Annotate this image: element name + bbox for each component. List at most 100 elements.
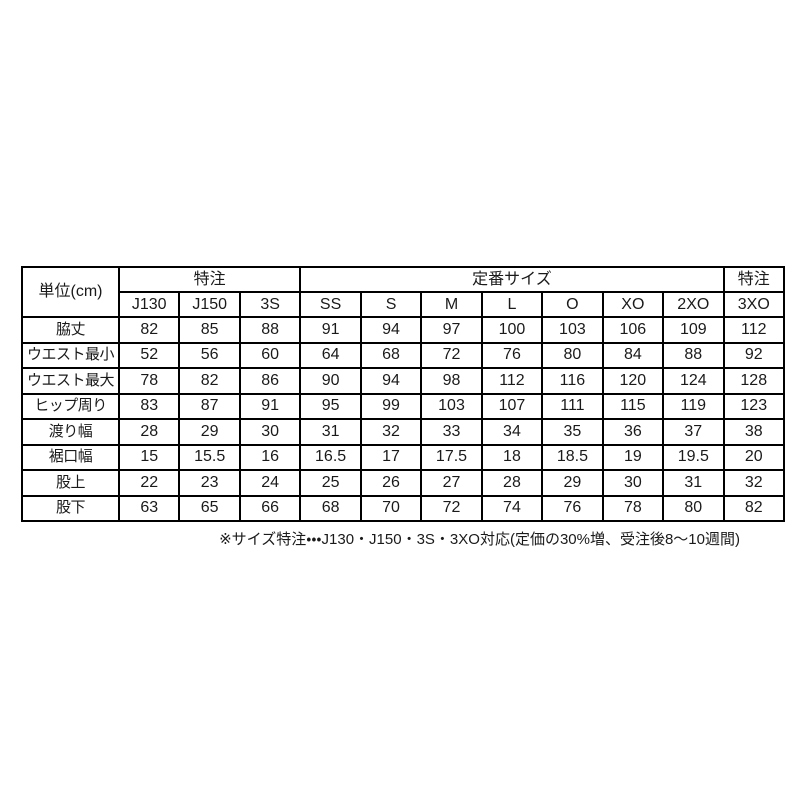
value-cell: 34 [480,418,544,446]
row-label: ヒップ周り [21,392,120,420]
value-cell: 18 [480,443,544,471]
measurement-table-body: 脇丈 82 85 88 91 94 97 100 103 106 109 112 ウエスト最小 52 56 6… [21,316,786,522]
value-cell: 76 [480,341,544,369]
value-cell: 19 [601,443,665,471]
value-cell: 16 [238,443,302,471]
size-header-cell: XO [601,291,665,318]
value-cell: 17.5 [420,443,483,471]
row-label: 裾口幅 [21,443,120,471]
value-cell: 78 [117,367,181,395]
value-cell: 106 [601,316,665,344]
value-cell: 116 [541,367,604,395]
value-cell: 72 [420,494,483,522]
value-cell: 36 [601,418,665,446]
value-cell: 112 [480,367,544,395]
table-row: ウエスト最大 78 82 86 90 94 98 112 116 120 124 128 [21,367,786,395]
value-cell: 70 [359,494,423,522]
value-cell: 78 [601,494,665,522]
value-cell: 95 [299,392,362,420]
table-row: 股上 22 23 24 25 26 27 28 29 30 31 32 [21,469,786,497]
value-cell: 91 [299,316,362,344]
table-row: 脇丈 82 85 88 91 94 97 100 103 106 109 112 [21,316,786,344]
value-cell: 66 [238,494,302,522]
value-cell: 86 [238,367,302,395]
value-cell: 18.5 [541,443,604,471]
value-cell: 84 [601,341,665,369]
value-cell: 65 [178,494,241,522]
value-cell: 32 [722,469,786,497]
size-header-cell: S [359,291,423,318]
value-cell: 109 [662,316,725,344]
value-cell: 33 [420,418,483,446]
row-label: 渡り幅 [21,418,120,446]
value-cell: 80 [541,341,604,369]
value-cell: 52 [117,341,181,369]
value-cell: 90 [299,367,362,395]
group-header-row: 単位(cm) 特注 定番サイズ 特注 [21,266,786,318]
group-header-custom-left: 特注 [117,266,302,293]
value-cell: 25 [299,469,362,497]
value-cell: 28 [480,469,544,497]
table-row: ヒップ周り 83 87 91 95 99 103 107 111 115 119 123 [21,392,786,420]
value-cell: 124 [662,367,725,395]
value-cell: 80 [662,494,725,522]
value-cell: 29 [178,418,241,446]
size-header-cell: J130 [117,291,181,318]
value-cell: 35 [541,418,604,446]
row-label: ウエスト最大 [21,367,120,395]
size-header-cell: 3S [238,291,302,318]
value-cell: 37 [662,418,725,446]
value-cell: 31 [299,418,362,446]
value-cell: 20 [722,443,786,471]
value-cell: 83 [117,392,181,420]
value-cell: 31 [662,469,725,497]
size-header-cell: O [541,291,604,318]
size-header-cell: SS [299,291,362,318]
custom-size-footnote: ※サイズ特注・・・J130・J150・3S・3XO対応(定価の30%増、受注後8… [219,531,740,548]
value-cell: 100 [480,316,544,344]
value-cell: 94 [359,316,423,344]
value-cell: 85 [178,316,241,344]
value-cell: 103 [420,392,483,420]
value-cell: 91 [238,392,302,420]
group-header-standard: 定番サイズ [299,266,725,293]
value-cell: 30 [601,469,665,497]
size-header-cell: L [480,291,544,318]
value-cell: 38 [722,418,786,446]
value-cell: 82 [178,367,241,395]
table-row: 渡り幅 28 29 30 31 32 33 34 35 36 37 38 [21,418,786,446]
value-cell: 98 [420,367,483,395]
size-header-cell: 3XO [722,291,786,318]
unit-header-cell: 単位(cm) [21,266,120,318]
value-cell: 28 [117,418,181,446]
value-cell: 120 [601,367,665,395]
value-cell: 17 [359,443,423,471]
value-cell: 92 [722,341,786,369]
value-cell: 64 [299,341,362,369]
table-row: 裾口幅 15 15.5 16 16.5 17 17.5 18 18.5 19 19.5 20 [21,443,786,471]
size-header-cell: 2XO [662,291,725,318]
value-cell: 29 [541,469,604,497]
value-cell: 22 [117,469,181,497]
value-cell: 68 [299,494,362,522]
table-row: 股下 63 65 66 68 70 72 74 76 78 80 82 [21,494,786,522]
value-cell: 30 [238,418,302,446]
value-cell: 107 [480,392,544,420]
value-cell: 23 [178,469,241,497]
value-cell: 123 [722,392,786,420]
value-cell: 94 [359,367,423,395]
value-cell: 76 [541,494,604,522]
value-cell: 72 [420,341,483,369]
value-cell: 82 [722,494,786,522]
value-cell: 111 [541,392,604,420]
value-cell: 97 [420,316,483,344]
value-cell: 82 [117,316,181,344]
value-cell: 99 [359,392,423,420]
row-label: 股上 [21,469,120,497]
value-cell: 74 [480,494,544,522]
size-header-cell: J150 [178,291,241,318]
value-cell: 15.5 [178,443,241,471]
size-header-cell: M [420,291,483,318]
row-label: ウエスト最小 [21,341,120,369]
